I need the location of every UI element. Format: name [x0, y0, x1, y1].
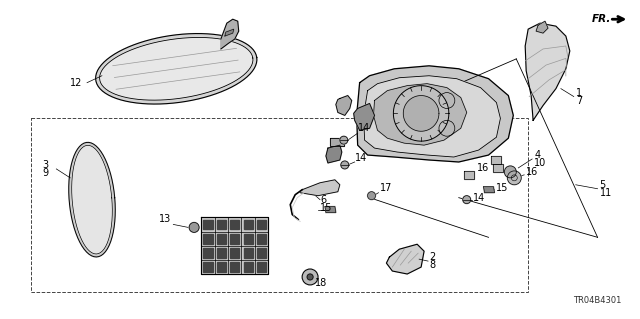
Text: 8: 8 — [429, 260, 435, 270]
Circle shape — [307, 274, 313, 280]
Text: 6: 6 — [320, 195, 326, 205]
Polygon shape — [257, 248, 266, 258]
Polygon shape — [230, 262, 239, 272]
Text: 4: 4 — [534, 150, 540, 160]
Text: 14: 14 — [358, 123, 370, 133]
Polygon shape — [216, 262, 226, 272]
Text: 15: 15 — [320, 203, 332, 212]
Polygon shape — [230, 234, 239, 244]
Text: 13: 13 — [159, 214, 172, 225]
Text: 7: 7 — [576, 95, 582, 106]
Polygon shape — [243, 248, 253, 258]
Circle shape — [340, 136, 348, 144]
Polygon shape — [326, 145, 342, 163]
Polygon shape — [257, 234, 266, 244]
Polygon shape — [387, 244, 424, 274]
Polygon shape — [216, 219, 226, 229]
Polygon shape — [72, 145, 112, 254]
Text: 14: 14 — [355, 153, 367, 163]
Text: 2: 2 — [429, 252, 435, 262]
Polygon shape — [203, 219, 212, 229]
Polygon shape — [325, 207, 336, 212]
Polygon shape — [356, 66, 513, 162]
Circle shape — [189, 222, 199, 232]
Polygon shape — [230, 248, 239, 258]
Text: 10: 10 — [534, 158, 547, 168]
Polygon shape — [464, 171, 474, 179]
Polygon shape — [403, 96, 439, 131]
Circle shape — [341, 161, 349, 169]
Polygon shape — [300, 180, 340, 196]
Text: 12: 12 — [70, 78, 83, 88]
Polygon shape — [493, 164, 504, 172]
Polygon shape — [203, 234, 212, 244]
Polygon shape — [257, 219, 266, 229]
Polygon shape — [225, 29, 234, 36]
Text: 5: 5 — [600, 180, 606, 190]
Polygon shape — [364, 76, 500, 157]
Polygon shape — [201, 218, 268, 274]
Polygon shape — [100, 37, 253, 100]
Polygon shape — [203, 262, 212, 272]
Text: 3: 3 — [42, 160, 49, 170]
Circle shape — [504, 166, 516, 178]
Polygon shape — [243, 234, 253, 244]
Polygon shape — [221, 19, 239, 49]
Circle shape — [508, 171, 521, 185]
Polygon shape — [203, 248, 212, 258]
Polygon shape — [330, 138, 344, 146]
Polygon shape — [484, 187, 495, 193]
Polygon shape — [492, 156, 501, 164]
Text: 17: 17 — [380, 183, 392, 193]
Polygon shape — [336, 96, 352, 115]
Polygon shape — [243, 262, 253, 272]
Polygon shape — [243, 219, 253, 229]
Polygon shape — [68, 142, 115, 257]
Polygon shape — [216, 234, 226, 244]
Circle shape — [367, 192, 376, 200]
Polygon shape — [525, 23, 570, 120]
Text: 16: 16 — [526, 167, 538, 177]
Circle shape — [302, 269, 318, 285]
Text: 18: 18 — [315, 278, 327, 288]
Bar — [31, 118, 528, 292]
Text: 11: 11 — [600, 188, 612, 198]
Polygon shape — [95, 33, 257, 104]
Text: 9: 9 — [42, 168, 49, 178]
Text: 14: 14 — [473, 193, 485, 203]
Polygon shape — [354, 103, 374, 130]
Text: 15: 15 — [497, 183, 509, 193]
Polygon shape — [257, 262, 266, 272]
Polygon shape — [230, 219, 239, 229]
Text: FR.: FR. — [591, 14, 611, 24]
Text: 16: 16 — [477, 163, 489, 173]
Text: TR04B4301: TR04B4301 — [573, 296, 621, 305]
Text: 1: 1 — [576, 88, 582, 98]
Circle shape — [463, 196, 470, 204]
Polygon shape — [216, 248, 226, 258]
Polygon shape — [536, 21, 548, 33]
Polygon shape — [374, 84, 467, 145]
Polygon shape — [394, 86, 449, 141]
